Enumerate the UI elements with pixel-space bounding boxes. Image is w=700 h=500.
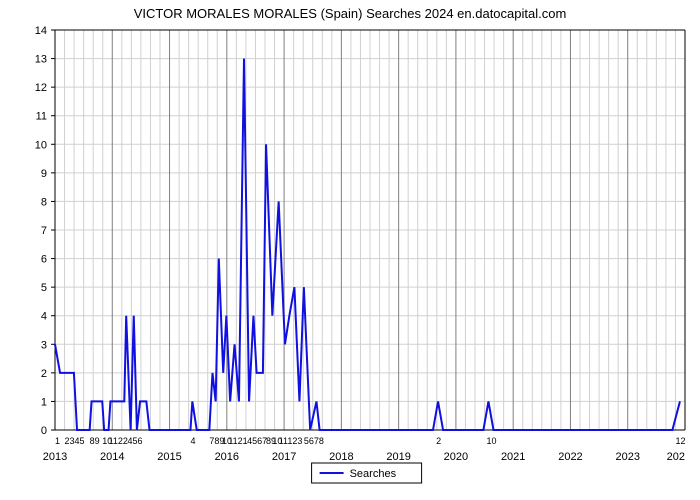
svg-text:2015: 2015 (157, 451, 181, 463)
svg-text:5: 5 (41, 282, 47, 294)
svg-text:1: 1 (41, 396, 47, 408)
svg-text:2013: 2013 (43, 451, 67, 463)
svg-text:2023: 2023 (615, 451, 639, 463)
svg-text:2016: 2016 (215, 451, 239, 463)
legend-label: Searches (350, 468, 397, 480)
svg-text:8: 8 (41, 196, 47, 208)
svg-text:1121: 1121 (228, 436, 247, 446)
svg-text:2019: 2019 (386, 451, 410, 463)
svg-text:4567: 4567 (247, 436, 267, 446)
svg-text:202: 202 (667, 451, 685, 463)
svg-text:6: 6 (41, 254, 47, 266)
svg-text:12: 12 (676, 436, 686, 446)
svg-text:13: 13 (35, 54, 47, 66)
svg-text:0: 0 (41, 425, 47, 437)
svg-text:2014: 2014 (100, 451, 124, 463)
svg-text:2017: 2017 (272, 451, 296, 463)
svg-text:5678: 5678 (304, 436, 324, 446)
svg-text:4: 4 (190, 436, 195, 446)
svg-text:1122: 1122 (109, 436, 128, 446)
svg-text:456: 456 (127, 436, 142, 446)
svg-text:2021: 2021 (501, 451, 525, 463)
chart-container: VICTOR MORALES MORALES (Spain) Searches … (0, 0, 700, 500)
svg-text:9: 9 (41, 168, 47, 180)
svg-text:2: 2 (41, 368, 47, 380)
chart-title: VICTOR MORALES MORALES (Spain) Searches … (0, 6, 700, 21)
svg-text:89: 89 (90, 436, 100, 446)
svg-text:1: 1 (55, 436, 60, 446)
svg-text:11: 11 (36, 111, 47, 123)
chart-svg: 0123456789101112131420132014201520162017… (0, 0, 700, 500)
svg-text:2022: 2022 (558, 451, 582, 463)
svg-text:12: 12 (35, 82, 47, 94)
svg-text:2018: 2018 (329, 451, 353, 463)
svg-text:10: 10 (487, 436, 497, 446)
series-line (55, 59, 680, 430)
svg-text:2020: 2020 (444, 451, 468, 463)
svg-text:14: 14 (35, 25, 47, 37)
svg-text:11123: 11123 (279, 436, 303, 446)
svg-text:7: 7 (41, 225, 47, 237)
svg-text:10: 10 (35, 139, 47, 151)
svg-text:3: 3 (41, 339, 47, 351)
svg-text:2: 2 (436, 436, 441, 446)
svg-text:2345: 2345 (64, 436, 84, 446)
svg-text:4: 4 (41, 311, 47, 323)
